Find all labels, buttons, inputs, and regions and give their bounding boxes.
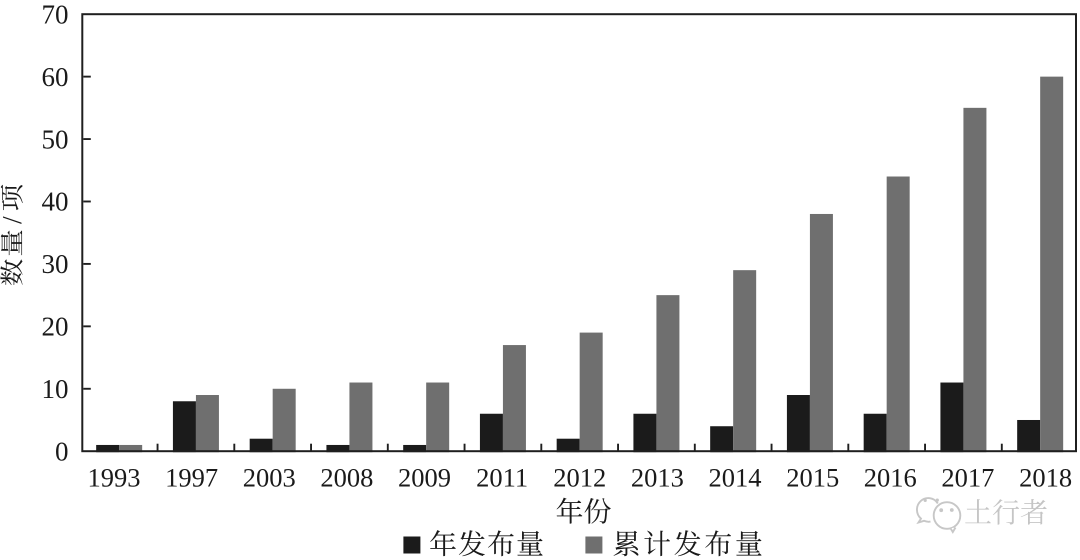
svg-text:60: 60	[42, 62, 69, 92]
svg-text:30: 30	[42, 249, 69, 279]
svg-text:2014: 2014	[709, 463, 762, 493]
svg-text:2009: 2009	[398, 463, 451, 493]
svg-text:2018: 2018	[1019, 463, 1072, 493]
svg-text:2012: 2012	[553, 463, 606, 493]
svg-text:40: 40	[42, 187, 69, 217]
svg-text:2011: 2011	[476, 463, 528, 493]
svg-text:50: 50	[42, 124, 69, 154]
svg-text:2016: 2016	[864, 463, 917, 493]
svg-text:2003: 2003	[243, 463, 296, 493]
svg-text:10: 10	[42, 374, 69, 404]
svg-text:2015: 2015	[786, 463, 839, 493]
svg-text:1993: 1993	[88, 463, 141, 493]
svg-text:2017: 2017	[941, 463, 994, 493]
svg-text:2008: 2008	[320, 463, 373, 493]
svg-text:/: /	[0, 216, 27, 224]
svg-text:1997: 1997	[165, 463, 218, 493]
svg-text:2013: 2013	[631, 463, 684, 493]
svg-text:20: 20	[42, 312, 69, 342]
svg-text:70: 70	[42, 0, 69, 29]
svg-text:0: 0	[55, 436, 69, 466]
